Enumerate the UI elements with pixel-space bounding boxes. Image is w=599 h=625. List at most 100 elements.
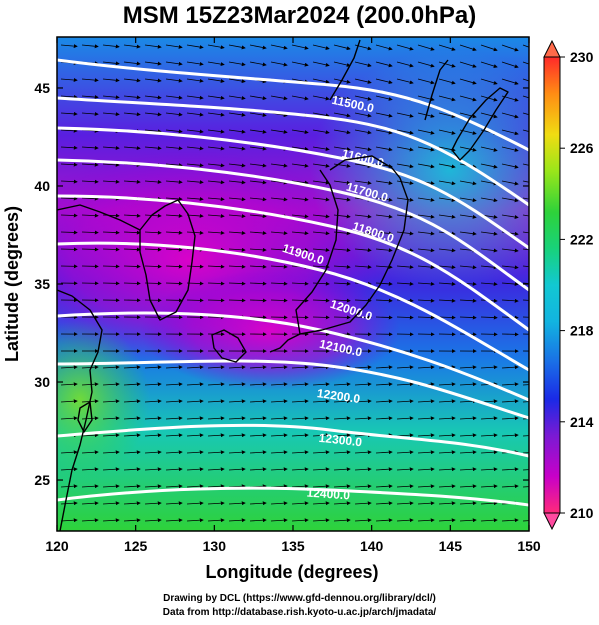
wind-arrow xyxy=(501,197,519,203)
wind-arrow xyxy=(396,129,414,135)
wind-arrow xyxy=(249,264,267,269)
wind-arrow xyxy=(228,230,246,235)
wind-arrow xyxy=(522,520,529,522)
wind-arrow xyxy=(312,450,330,455)
wind-arrow xyxy=(480,163,498,169)
wind-arrow xyxy=(333,61,351,67)
wind-arrow xyxy=(60,196,78,201)
wind-arrow xyxy=(522,95,529,99)
wind-arrow xyxy=(459,146,477,152)
wind-arrow xyxy=(165,450,183,455)
wind-arrow xyxy=(144,146,162,151)
wind-arrow xyxy=(312,146,330,151)
wind-arrow xyxy=(480,112,498,119)
wind-arrow xyxy=(165,112,183,117)
wind-arrow xyxy=(60,77,78,82)
wind-arrow xyxy=(480,231,498,236)
wind-arrow xyxy=(144,179,162,184)
wind-arrow xyxy=(333,180,351,185)
wind-arrow xyxy=(312,433,330,438)
wind-arrow xyxy=(144,501,162,506)
wind-arrow xyxy=(165,230,183,235)
wind-arrow xyxy=(396,315,414,320)
wind-arrow xyxy=(249,95,267,101)
wind-arrow xyxy=(291,467,309,472)
wind-arrow xyxy=(522,78,529,82)
wind-arrow xyxy=(144,129,162,134)
wind-arrow xyxy=(501,44,519,52)
wind-arrow xyxy=(396,365,414,370)
wind-arrow xyxy=(333,298,351,303)
wind-arrow xyxy=(123,61,141,66)
wind-arrow xyxy=(207,214,225,219)
wind-arrow xyxy=(186,433,204,438)
wind-arrow xyxy=(249,416,267,421)
wind-arrow xyxy=(144,61,162,66)
wind-arrow xyxy=(375,501,393,506)
wind-arrow xyxy=(123,112,141,117)
wind-arrow xyxy=(291,61,309,67)
wind-arrow xyxy=(102,247,120,252)
wind-arrow xyxy=(354,416,372,421)
wind-arrow xyxy=(207,264,225,269)
wind-arrow xyxy=(144,433,162,438)
wind-arrow xyxy=(249,146,267,151)
wind-arrow xyxy=(123,146,141,151)
wind-arrow xyxy=(354,264,372,269)
x-tick-label: 120 xyxy=(45,538,69,554)
wind-arrow xyxy=(417,298,435,303)
wind-arrow xyxy=(166,537,182,538)
height-contour xyxy=(57,126,529,250)
wind-arrow xyxy=(522,180,529,183)
wind-arrow xyxy=(333,264,351,269)
colorbar-min-arrow xyxy=(543,512,561,531)
wind-arrow xyxy=(501,518,519,523)
wind-arrow xyxy=(354,248,372,253)
wind-arrow xyxy=(207,180,225,185)
wind-arrow xyxy=(207,61,225,67)
wind-arrow xyxy=(459,61,477,68)
wind-arrow xyxy=(165,146,183,151)
y-tick-label: 25 xyxy=(34,472,50,488)
wind-arrow xyxy=(145,537,161,538)
wind-arrow xyxy=(501,416,519,421)
wind-arrow xyxy=(438,180,456,186)
wind-arrow xyxy=(270,264,288,269)
wind-arrow xyxy=(60,111,78,116)
height-contour xyxy=(57,241,529,372)
wind-arrow xyxy=(186,230,204,235)
wind-arrow xyxy=(501,180,519,186)
wind-vectors xyxy=(60,44,529,538)
wind-arrow xyxy=(501,248,519,253)
wind-arrow xyxy=(165,163,183,168)
y-axis-label: Latitude (degrees) xyxy=(2,206,22,362)
wind-arrow xyxy=(333,315,351,320)
wind-arrow xyxy=(165,518,183,523)
wind-arrow xyxy=(480,265,498,270)
wind-arrow xyxy=(228,264,246,269)
wind-arrow xyxy=(270,247,288,252)
wind-arrow xyxy=(249,298,267,303)
wind-arrow xyxy=(123,78,141,83)
wind-arrow xyxy=(396,231,414,236)
wind-arrow xyxy=(291,518,309,523)
wind-arrow xyxy=(270,399,288,404)
wind-arrow xyxy=(333,518,351,523)
wind-arrow xyxy=(438,248,456,253)
wind-arrow xyxy=(334,537,350,538)
wind-arrow xyxy=(312,163,330,168)
wind-arrow xyxy=(60,44,78,49)
wind-arrow xyxy=(354,450,372,455)
wind-arrow xyxy=(501,484,519,489)
wind-arrow xyxy=(459,180,477,186)
wind-arrow xyxy=(291,163,309,168)
y-axis: 25 30 35 40 45 xyxy=(34,80,529,488)
wind-arrow xyxy=(417,365,435,370)
wind-arrow xyxy=(144,382,162,387)
wind-arrow xyxy=(460,537,476,538)
wind-arrow xyxy=(60,365,78,370)
wind-arrow xyxy=(501,146,519,152)
wind-arrow xyxy=(207,44,225,50)
wind-arrow xyxy=(144,399,162,404)
